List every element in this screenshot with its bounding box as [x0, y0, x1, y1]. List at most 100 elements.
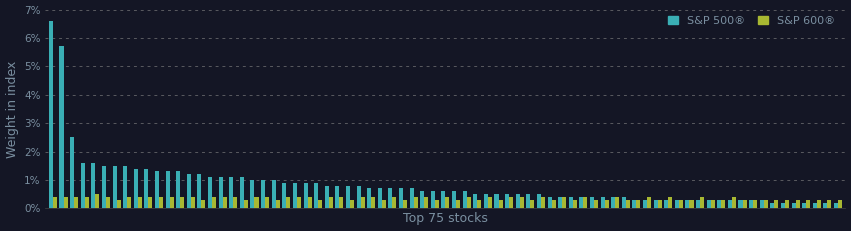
Bar: [488, 197, 492, 208]
Bar: [499, 200, 503, 208]
Bar: [53, 197, 57, 208]
Y-axis label: Weight in index: Weight in index: [6, 60, 19, 158]
Bar: [547, 197, 551, 208]
Bar: [212, 197, 216, 208]
Bar: [466, 197, 471, 208]
Bar: [64, 197, 67, 208]
Bar: [414, 197, 418, 208]
Bar: [685, 200, 689, 208]
Bar: [102, 166, 106, 208]
Bar: [637, 200, 641, 208]
Bar: [824, 203, 827, 208]
Bar: [325, 185, 328, 208]
Bar: [590, 197, 594, 208]
Bar: [753, 200, 757, 208]
Bar: [530, 200, 534, 208]
Bar: [318, 200, 323, 208]
Bar: [219, 177, 223, 208]
Bar: [760, 200, 763, 208]
Bar: [763, 200, 768, 208]
Bar: [601, 197, 604, 208]
Bar: [739, 200, 743, 208]
Bar: [541, 197, 545, 208]
Bar: [558, 197, 563, 208]
Bar: [166, 171, 169, 208]
Bar: [477, 200, 482, 208]
Bar: [580, 197, 584, 208]
Bar: [148, 197, 152, 208]
Bar: [647, 197, 651, 208]
Bar: [314, 183, 318, 208]
Bar: [802, 203, 806, 208]
Bar: [732, 197, 736, 208]
Bar: [770, 203, 774, 208]
Bar: [749, 200, 753, 208]
Bar: [711, 200, 715, 208]
Bar: [378, 188, 382, 208]
Bar: [516, 194, 520, 208]
Bar: [509, 197, 513, 208]
Bar: [452, 191, 456, 208]
Bar: [392, 197, 397, 208]
Bar: [328, 197, 333, 208]
Bar: [399, 188, 403, 208]
Bar: [159, 197, 163, 208]
Bar: [361, 197, 364, 208]
Bar: [297, 197, 301, 208]
Bar: [233, 197, 237, 208]
Bar: [155, 171, 159, 208]
Bar: [806, 200, 810, 208]
Bar: [60, 46, 64, 208]
Bar: [774, 200, 779, 208]
Bar: [568, 197, 573, 208]
Bar: [138, 197, 142, 208]
Bar: [700, 197, 704, 208]
Bar: [632, 200, 637, 208]
Bar: [442, 191, 445, 208]
Bar: [551, 200, 556, 208]
Bar: [169, 197, 174, 208]
Bar: [791, 203, 796, 208]
Bar: [520, 197, 523, 208]
Bar: [240, 177, 244, 208]
Bar: [106, 197, 110, 208]
Bar: [431, 191, 435, 208]
Bar: [435, 200, 439, 208]
Bar: [229, 177, 233, 208]
Bar: [261, 180, 266, 208]
Bar: [117, 200, 121, 208]
Bar: [382, 200, 386, 208]
Bar: [350, 200, 354, 208]
Bar: [357, 185, 361, 208]
Bar: [658, 200, 662, 208]
Bar: [696, 200, 700, 208]
Bar: [276, 200, 280, 208]
Bar: [625, 200, 630, 208]
Bar: [223, 197, 226, 208]
Bar: [675, 200, 679, 208]
Bar: [717, 200, 722, 208]
Bar: [494, 194, 499, 208]
Bar: [186, 174, 191, 208]
Bar: [112, 166, 117, 208]
Bar: [74, 197, 78, 208]
Bar: [563, 197, 566, 208]
Bar: [266, 197, 269, 208]
Bar: [197, 174, 202, 208]
Bar: [420, 191, 425, 208]
Bar: [679, 200, 683, 208]
Bar: [781, 203, 785, 208]
Bar: [208, 177, 212, 208]
Bar: [335, 185, 340, 208]
X-axis label: Top 75 stocks: Top 75 stocks: [403, 213, 488, 225]
Bar: [403, 200, 407, 208]
Bar: [388, 188, 392, 208]
Bar: [743, 200, 746, 208]
Bar: [307, 197, 311, 208]
Bar: [286, 197, 290, 208]
Bar: [250, 180, 254, 208]
Bar: [134, 169, 138, 208]
Bar: [796, 200, 800, 208]
Bar: [180, 197, 185, 208]
Bar: [537, 194, 541, 208]
